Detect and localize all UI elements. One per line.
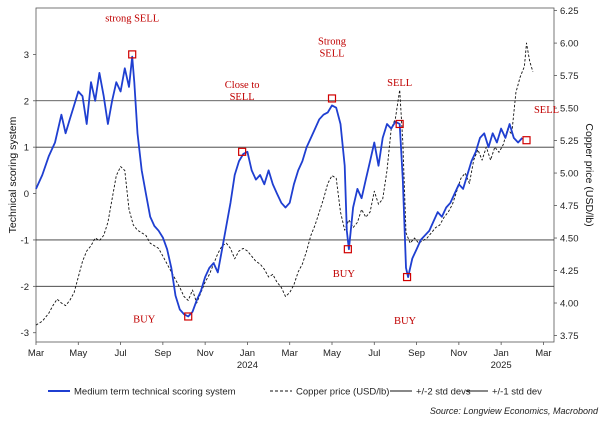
right-tick-label: 4.75 [560, 201, 579, 212]
x-tick-label: May [69, 348, 87, 359]
right-tick-label: 4.00 [560, 299, 579, 310]
plot-frame [35, 7, 555, 343]
signal-marker [343, 245, 352, 254]
x-axis-ticks: Mar May Jul Sep Nov Jan Mar May Jul Sep Nov Jan Mar 2… [28, 342, 552, 371]
right-tick-label: 5.25 [560, 136, 579, 147]
left-tick-label: 3 [24, 50, 29, 61]
signal-label: Strong SELL [318, 36, 347, 59]
left-tick-label: 2 [24, 96, 29, 107]
signal-label: strong SELL [105, 13, 159, 24]
source-note: Source: Longview Economics, Macrobond [430, 406, 599, 416]
copper-price-line [35, 42, 534, 326]
left-axis-title: Technical scoring system [7, 116, 19, 233]
x-year-label: 2024 [237, 360, 258, 371]
left-tick-label: -2 [21, 282, 29, 293]
right-tick-label: 6.25 [560, 6, 579, 17]
signal-marker [327, 94, 337, 103]
signal-marker [184, 312, 193, 321]
signal-marker [128, 50, 137, 59]
x-tick-label: Mar [535, 348, 551, 359]
legend-label: Medium term technical scoring system [74, 387, 236, 398]
x-tick-label: Sep [408, 348, 425, 359]
reference-lines [36, 100, 554, 287]
legend: Medium term technical scoring system Copp… [48, 387, 542, 398]
x-tick-label: Sep [154, 348, 171, 359]
x-tick-label: Jan [493, 348, 508, 359]
x-tick-label: Jan [240, 348, 255, 359]
signal-label: BUY [333, 269, 356, 280]
right-tick-label: 3.75 [560, 331, 579, 342]
signal-label: SELL [387, 78, 412, 89]
right-tick-label: 5.00 [560, 169, 579, 180]
x-tick-label: Nov [450, 348, 467, 359]
legend-label: Copper price (USD/lb) [296, 387, 389, 398]
x-year-label: 2025 [491, 360, 512, 371]
left-tick-label: 1 [24, 143, 29, 154]
left-tick-label: -3 [21, 328, 29, 339]
x-tick-label: Jul [368, 348, 380, 359]
right-axis-ticks: 3.75 4.00 4.25 4.50 4.75 5.00 5.25 5.50 5.75 6.00… [554, 6, 579, 342]
left-axis-ticks: -3 -2 -1 0 1 2 3 [21, 50, 36, 339]
signal-label: BUY [133, 314, 156, 325]
signal-marker [238, 147, 247, 156]
right-tick-label: 6.00 [560, 39, 579, 50]
legend-label: +/-1 std dev [492, 387, 542, 398]
series-layer [35, 42, 534, 326]
signal-label: SELL [534, 105, 559, 116]
signal-marker [395, 119, 404, 129]
right-tick-label: 4.50 [560, 234, 579, 245]
signal-marker [402, 272, 412, 282]
signal-label: Close to SELL [225, 80, 260, 103]
right-axis-title: Copper price (USD/lb) [583, 123, 595, 226]
right-tick-label: 4.25 [560, 266, 579, 277]
x-tick-label: Mar [282, 348, 298, 359]
signal-annotations: strong SELL Close to SELL Strong SELL SELL SEL… [105, 13, 559, 327]
x-tick-label: May [323, 348, 341, 359]
left-tick-label: -1 [21, 235, 29, 246]
signal-label: BUY [394, 316, 417, 327]
technical-score-line [35, 55, 523, 318]
x-tick-label: Nov [197, 348, 214, 359]
right-tick-label: 5.50 [560, 104, 579, 115]
left-tick-label: 0 [24, 189, 29, 200]
right-tick-label: 5.75 [560, 71, 579, 82]
x-tick-label: Jul [114, 348, 126, 359]
x-tick-label: Mar [28, 348, 44, 359]
signal-marker [522, 136, 531, 145]
legend-label: +/-2 std devs [416, 387, 471, 398]
